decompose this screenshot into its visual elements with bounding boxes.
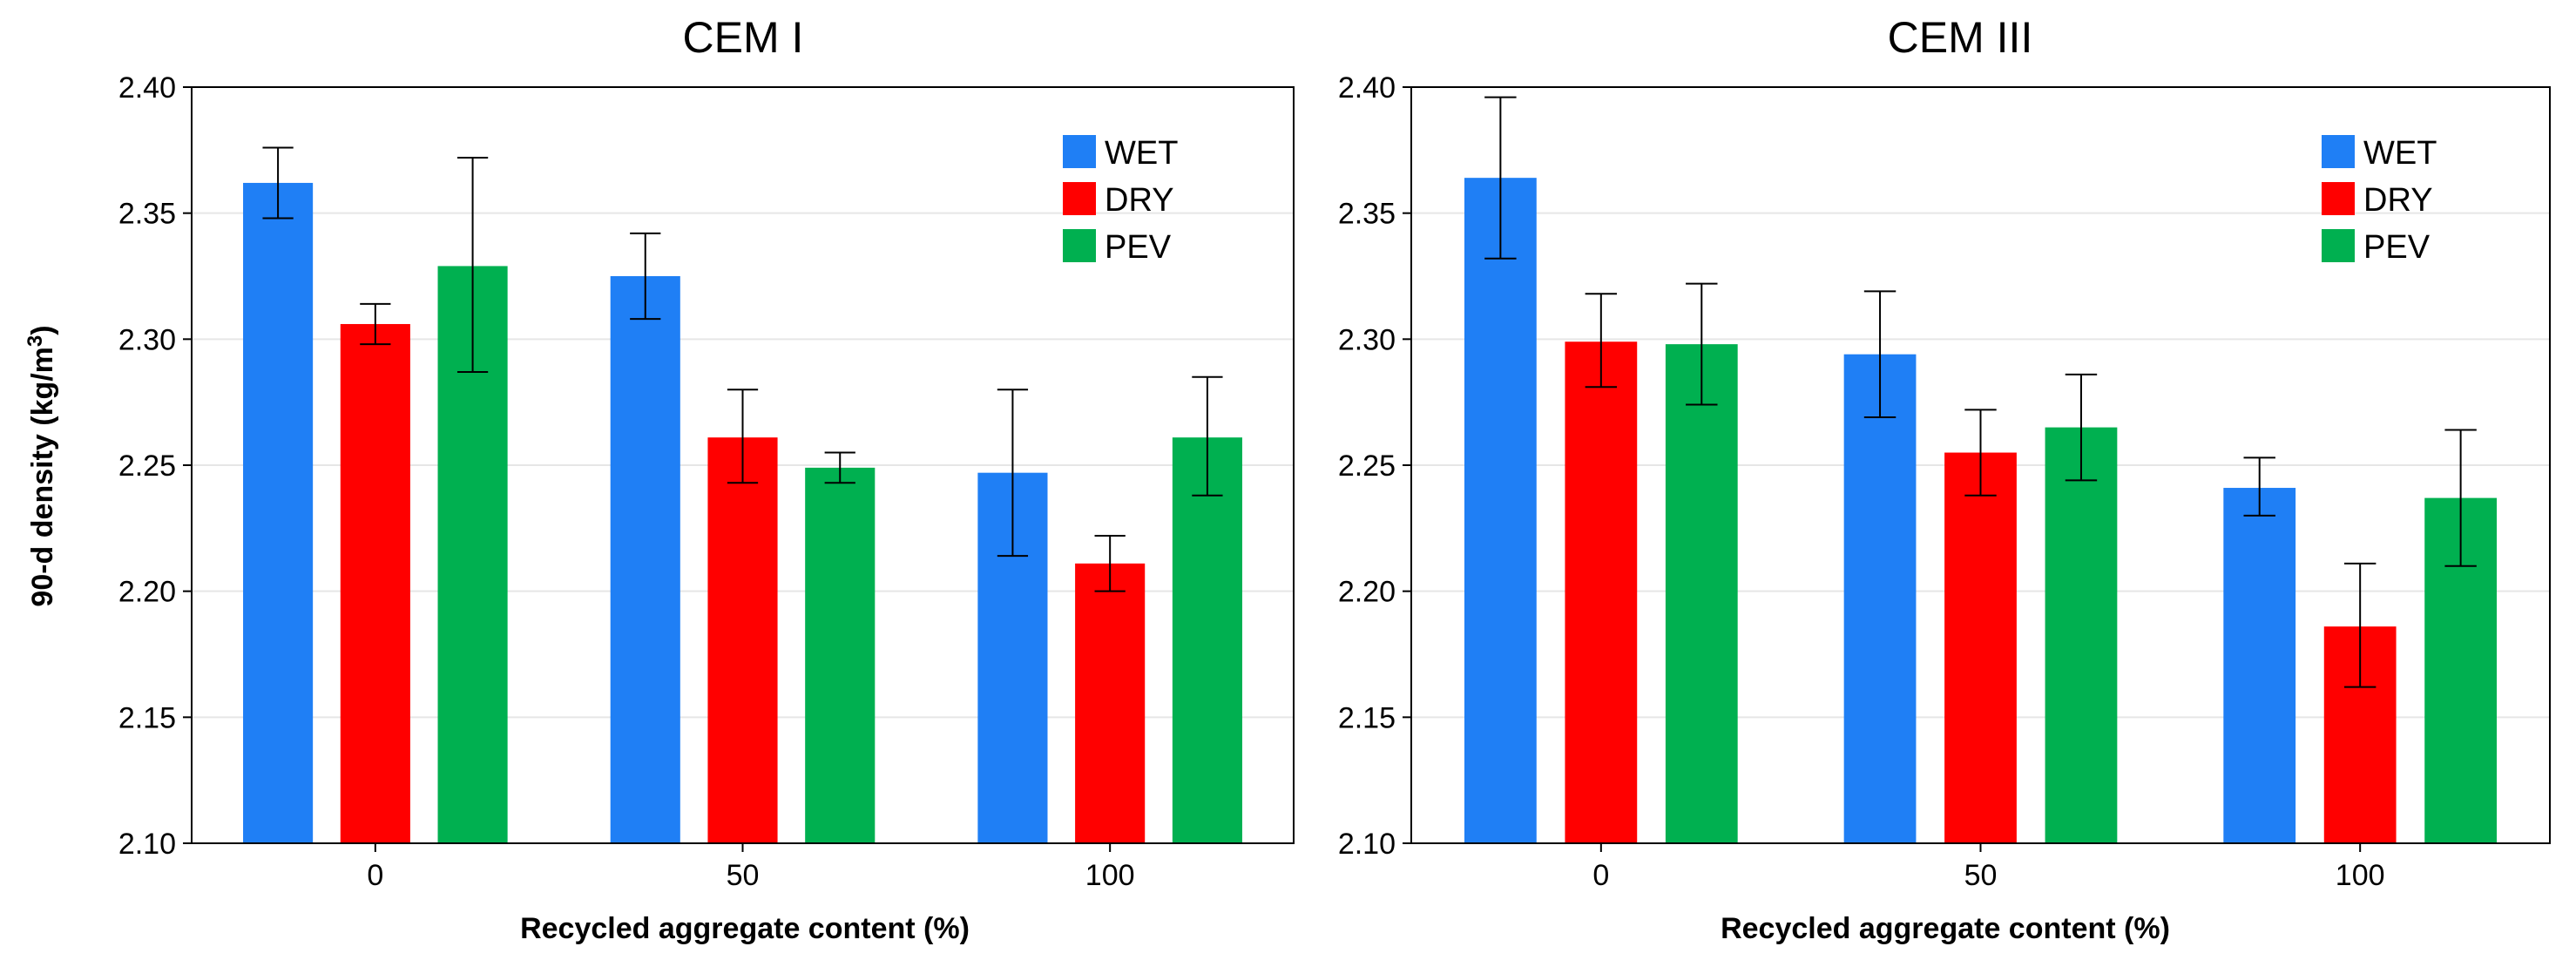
- legend-swatch-pev: [1063, 229, 1096, 262]
- bar-pev: [2045, 427, 2118, 843]
- bar-dry: [1565, 341, 1638, 843]
- chart-cem-iii: CEM III Recycled aggregate content (%) 2…: [1338, 13, 2551, 945]
- y-tick-label: 2.15: [1338, 701, 1396, 734]
- x-tick-label: 50: [1964, 859, 1998, 892]
- bar-pev: [1665, 344, 1738, 843]
- bar-dry: [1944, 452, 2017, 843]
- legend-swatch-dry: [1063, 182, 1096, 215]
- x-tick-label: 50: [727, 859, 760, 892]
- y-axis-title-superscript: 3: [24, 335, 47, 347]
- y-axis-title: 90-d density (kg/m3): [24, 325, 59, 606]
- y-tick-label: 2.30: [118, 323, 176, 356]
- plot-border: [191, 86, 1295, 844]
- plot-border: [1410, 86, 2551, 844]
- x-tick-label: 100: [1085, 859, 1135, 892]
- x-tick-label: 100: [2336, 859, 2385, 892]
- legend-swatch-pev: [2322, 229, 2355, 262]
- y-tick-label: 2.30: [1338, 323, 1396, 356]
- chart-title: CEM III: [1888, 13, 2033, 62]
- y-tick-label: 2.10: [1338, 828, 1396, 861]
- legend-label-wet: WET: [2363, 135, 2437, 172]
- y-axis-title-close: ): [26, 325, 59, 335]
- y-tick-label: 2.40: [1338, 71, 1396, 105]
- bar-wet: [610, 276, 680, 843]
- legend-label-pev: PEV: [1105, 229, 1172, 266]
- x-tick-label: 0: [1592, 859, 1609, 892]
- chart-title: CEM I: [683, 13, 804, 62]
- y-tick-label: 2.15: [118, 701, 176, 734]
- bar-dry: [707, 437, 778, 843]
- y-tick-label: 2.35: [1338, 198, 1396, 231]
- y-tick-label: 2.25: [1338, 450, 1396, 483]
- y-tick-label: 2.20: [1338, 576, 1396, 609]
- y-tick-label: 2.10: [118, 828, 176, 861]
- y-tick-label: 2.20: [118, 576, 176, 609]
- y-tick-label: 2.25: [118, 450, 176, 483]
- bar-dry: [1075, 563, 1146, 843]
- bar-dry: [340, 323, 410, 843]
- x-axis-title: Recycled aggregate content (%): [1721, 912, 2170, 945]
- legend-label-dry: DRY: [2363, 182, 2433, 219]
- legend-label-pev: PEV: [2363, 229, 2431, 266]
- bar-wet: [243, 182, 314, 844]
- x-axis-title: Recycled aggregate content (%): [520, 912, 970, 945]
- legend-label-dry: DRY: [1105, 182, 1174, 219]
- y-axis-title-main: 90-d density (kg/m: [26, 347, 59, 607]
- legend-label-wet: WET: [1105, 135, 1178, 172]
- y-tick-label: 2.35: [118, 198, 176, 231]
- bar-pev: [1172, 437, 1242, 843]
- bar-wet: [1464, 178, 1537, 843]
- y-tick-label: 2.40: [118, 71, 176, 105]
- legend-swatch-wet: [1063, 135, 1096, 168]
- x-tick-label: 0: [367, 859, 383, 892]
- bar-pev: [805, 467, 876, 843]
- bar-wet: [1843, 354, 1917, 843]
- legend-swatch-dry: [2322, 182, 2355, 215]
- bar-wet: [2223, 488, 2296, 843]
- chart-cem-i: CEM I Recycled aggregate content (%) 2.1…: [118, 13, 1295, 945]
- legend-swatch-wet: [2322, 135, 2355, 168]
